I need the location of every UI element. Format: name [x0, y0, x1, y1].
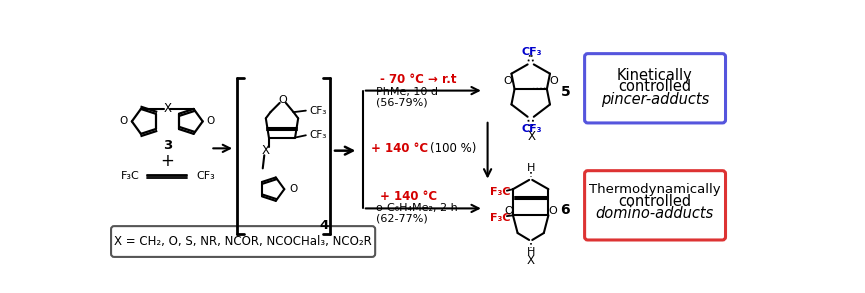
Text: 5: 5: [561, 85, 570, 99]
Text: (62-77%): (62-77%): [376, 213, 427, 224]
Text: X: X: [262, 144, 270, 157]
Text: CF₃: CF₃: [522, 47, 541, 57]
Text: F₃C: F₃C: [490, 213, 510, 223]
Text: O: O: [504, 206, 513, 216]
Text: controlled: controlled: [618, 194, 691, 209]
Text: + 140 °C: + 140 °C: [380, 190, 437, 203]
Text: - 70 °C → r.t: - 70 °C → r.t: [380, 73, 457, 86]
Text: Thermodynamically: Thermodynamically: [589, 183, 721, 196]
Text: X = CH₂, O, S, NR, NCOR, NCOCHal₃, NCO₂R: X = CH₂, O, S, NR, NCOR, NCOCHal₃, NCO₂R: [114, 235, 372, 248]
Text: X: X: [528, 130, 535, 143]
Text: O: O: [549, 76, 558, 86]
Text: O: O: [207, 116, 215, 126]
Text: domino-adducts: domino-adducts: [596, 206, 714, 221]
Text: pincer-adducts: pincer-adducts: [600, 92, 708, 107]
Text: X: X: [163, 103, 171, 115]
Text: O: O: [119, 116, 128, 126]
Text: 6: 6: [561, 203, 570, 217]
Text: 4: 4: [319, 219, 328, 232]
Text: O: O: [289, 184, 298, 194]
Text: +: +: [160, 152, 174, 170]
Text: F₃C: F₃C: [490, 187, 510, 197]
Text: (56-79%): (56-79%): [376, 97, 427, 107]
Text: O: O: [503, 76, 512, 86]
Text: H: H: [528, 163, 535, 173]
Text: (100 %): (100 %): [430, 142, 477, 155]
FancyBboxPatch shape: [111, 226, 375, 257]
Text: F₃C: F₃C: [121, 171, 139, 181]
Text: 3: 3: [163, 139, 172, 152]
Text: CF₃: CF₃: [522, 124, 541, 134]
Text: O: O: [279, 95, 287, 105]
Text: + 140 °C: + 140 °C: [370, 142, 427, 155]
Text: H: H: [527, 247, 535, 257]
Text: PhMe, 10 d: PhMe, 10 d: [376, 87, 438, 97]
FancyBboxPatch shape: [585, 171, 726, 240]
Text: Kinetically: Kinetically: [617, 68, 693, 83]
Text: CF₃: CF₃: [196, 171, 215, 181]
Text: O: O: [548, 206, 557, 216]
Text: o-C₆H₄Me₂, 2 h: o-C₆H₄Me₂, 2 h: [376, 203, 458, 213]
Text: X: X: [527, 253, 535, 267]
Text: controlled: controlled: [618, 79, 691, 94]
Text: CF₃: CF₃: [309, 105, 326, 116]
FancyBboxPatch shape: [585, 54, 726, 123]
Text: CF₃: CF₃: [309, 130, 326, 140]
